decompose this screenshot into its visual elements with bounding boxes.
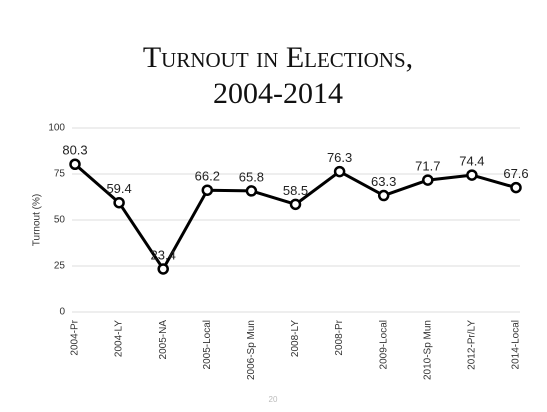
- data-label: 67.6: [503, 166, 528, 181]
- x-tick-label: 2005-Local: [202, 320, 213, 369]
- x-tick-label: 2008-Pr: [334, 319, 345, 355]
- x-tick-label: 2004-Pr: [70, 319, 81, 355]
- y-tick-label: 25: [54, 261, 66, 272]
- point: [289, 198, 302, 211]
- data-label: 80.3: [62, 143, 87, 158]
- x-tick-label: 2008-LY: [290, 320, 301, 357]
- point: [510, 181, 522, 194]
- data-label: 58.5: [283, 183, 308, 198]
- y-axis-label: Turnout (%): [32, 194, 43, 246]
- x-tick-label: 2004-LY: [114, 320, 125, 357]
- data-label: 74.4: [459, 154, 484, 169]
- point: [422, 174, 434, 186]
- point: [245, 185, 258, 197]
- data-label: 23.4: [151, 247, 176, 262]
- point: [157, 263, 169, 275]
- x-tick-label: 2014-Local: [511, 320, 522, 369]
- point: [466, 169, 478, 181]
- x-tick-label: 2010-Sp Mun: [422, 320, 433, 380]
- data-label: 65.8: [239, 169, 264, 184]
- x-tick-label: 2006-Sp Mun: [246, 320, 257, 380]
- x-tick-label: 2005-NA: [158, 320, 169, 360]
- y-tick-label: 50: [54, 215, 66, 226]
- point: [113, 196, 125, 209]
- point: [377, 189, 390, 202]
- page-number: 20: [269, 395, 278, 404]
- point: [69, 158, 81, 170]
- data-label: 66.2: [195, 169, 220, 184]
- y-tick-label: 75: [54, 169, 66, 180]
- point: [333, 165, 346, 178]
- x-tick-label: 2009-Local: [378, 320, 389, 369]
- data-label: 63.3: [371, 174, 396, 189]
- y-tick-label: 100: [48, 123, 65, 134]
- y-tick-label: 0: [59, 307, 65, 318]
- data-label: 71.7: [415, 159, 440, 174]
- line: [74, 163, 517, 271]
- data-label: 76.3: [327, 150, 352, 165]
- chart-title: Turnout in Elections, 2004-2014: [142, 41, 414, 110]
- data-label: 59.4: [106, 181, 131, 196]
- x-tick-label: 2012-Pr/LY: [467, 320, 478, 370]
- point: [201, 184, 214, 196]
